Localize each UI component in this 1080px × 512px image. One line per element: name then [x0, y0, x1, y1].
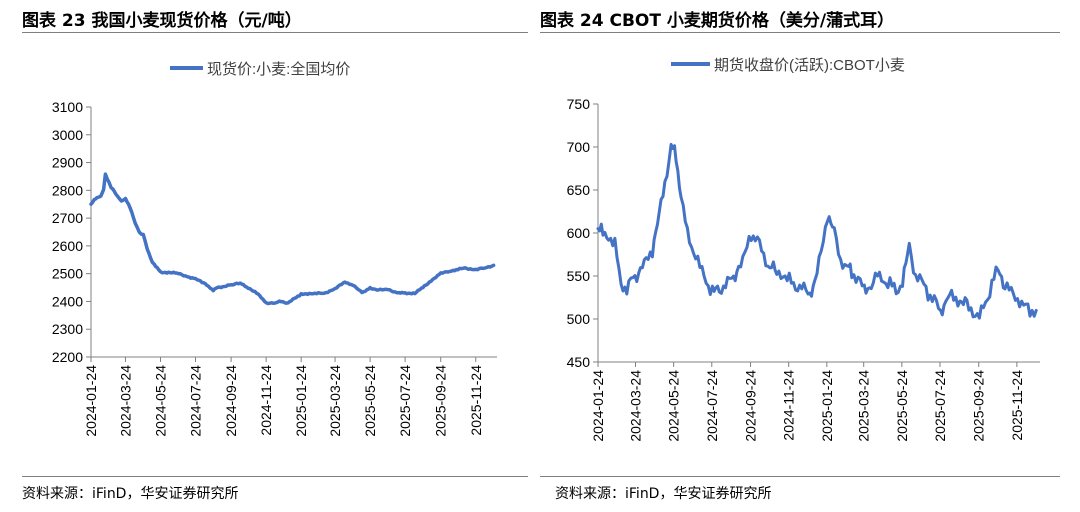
- x-tick-label: 2025-07-24: [397, 365, 413, 437]
- x-tick-label: 2024-01-24: [590, 370, 606, 442]
- x-tick-label: 2024-11-24: [258, 365, 274, 436]
- x-tick-label: 2024-09-24: [223, 365, 239, 437]
- x-tick-label: 2024-05-24: [666, 370, 682, 442]
- source-rule: [22, 476, 528, 477]
- y-tick-label: 2200: [52, 349, 83, 365]
- y-tick-label: 2800: [52, 182, 83, 198]
- x-tick-label: 2025-11-24: [468, 365, 484, 436]
- x-tick-label: 2025-05-24: [894, 370, 910, 442]
- source-note: 资料来源：iFinD，华安证券研究所: [555, 486, 772, 502]
- legend-label: 现货价:小麦:全国均价: [207, 60, 350, 78]
- title-rule: [22, 32, 528, 33]
- x-tick-label: 2024-01-24: [83, 365, 99, 437]
- y-tick-label: 500: [567, 311, 591, 327]
- panel-title: 图表 24 CBOT 小麦期货价格（美分/蒲式耳）: [540, 11, 895, 31]
- x-tick-label: 2024-11-24: [781, 370, 797, 441]
- series-line: [89, 172, 496, 306]
- x-tick-label: 2024-07-24: [704, 370, 720, 442]
- y-tick-label: 750: [567, 96, 591, 112]
- spot-price-chart: 现货价:小麦:全国均价 2200 2300 2400 2500 2600 2700 2800…: [52, 60, 497, 437]
- y-tick-label: 3000: [52, 127, 83, 143]
- source-rule: [540, 476, 1060, 477]
- x-tick-label: 2025-01-24: [819, 370, 835, 442]
- x-tick-label: 2025-03-24: [856, 370, 872, 442]
- cbot-futures-chart: 期货收盘价(活跃):CBOT小麦 450 500 550 600 650 700 750 2…: [567, 56, 1040, 442]
- x-tick-label: 2025-05-24: [362, 365, 378, 437]
- y-tick-label: 700: [567, 139, 591, 155]
- series-line: [596, 142, 1038, 320]
- y-tick-label: 2400: [52, 293, 83, 309]
- x-tick-label: 2025-09-24: [433, 365, 449, 437]
- y-tick-label: 2600: [52, 238, 83, 254]
- y-tick-label: 600: [567, 225, 591, 241]
- y-tick-label: 550: [567, 268, 591, 284]
- y-tick-label: 2300: [52, 321, 83, 337]
- x-tick-label: 2025-07-24: [932, 370, 948, 442]
- title-rule: [540, 32, 1060, 33]
- y-tick-label: 650: [567, 182, 591, 198]
- y-tick-label: 2700: [52, 210, 83, 226]
- y-tick-label: 2900: [52, 155, 83, 171]
- y-tick-label: 3100: [52, 99, 83, 115]
- x-tick-label: 2025-11-24: [1009, 370, 1025, 441]
- legend-label: 期货收盘价(活跃):CBOT小麦: [714, 56, 905, 74]
- y-tick-label: 2500: [52, 266, 83, 282]
- x-tick-label: 2024-03-24: [628, 370, 644, 442]
- x-tick-label: 2025-01-24: [293, 365, 309, 437]
- y-tick-label: 450: [567, 354, 591, 370]
- x-tick-label: 2024-03-24: [117, 365, 133, 437]
- x-tick-label: 2024-09-24: [743, 370, 759, 442]
- x-tick-label: 2024-05-24: [152, 365, 168, 437]
- x-tick-label: 2024-07-24: [188, 365, 204, 437]
- x-tick-label: 2025-03-24: [327, 365, 343, 437]
- x-tick-label: 2025-09-24: [971, 370, 987, 442]
- panel-title: 图表 23 我国小麦现货价格（元/吨）: [22, 11, 302, 31]
- source-note: 资料来源：iFinD，华安证券研究所: [22, 486, 239, 502]
